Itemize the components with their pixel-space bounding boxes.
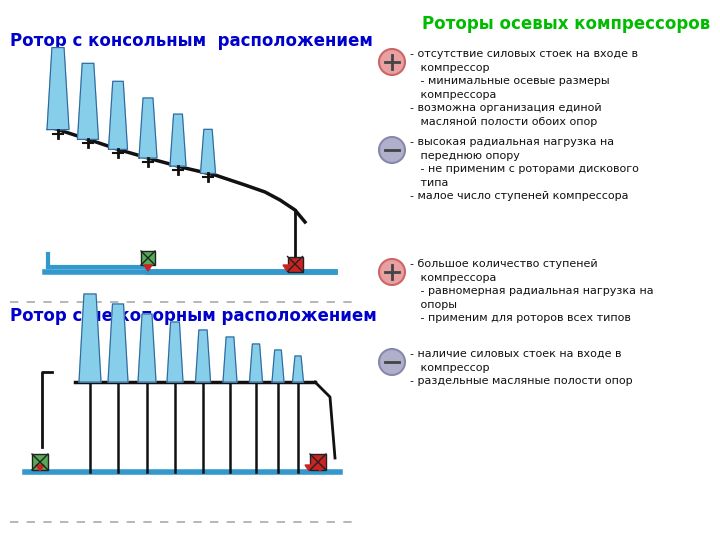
Text: - отсутствие силовых стоек на входе в
   компрессор
   - минимальные осевые разм: - отсутствие силовых стоек на входе в ко… <box>410 49 638 127</box>
Text: - высокая радиальная нагрузка на
   переднюю опору
   - не применим с роторами д: - высокая радиальная нагрузка на передню… <box>410 137 639 201</box>
Polygon shape <box>167 322 183 382</box>
Text: Ротор с консольным  расположением: Ротор с консольным расположением <box>10 32 373 50</box>
Polygon shape <box>108 304 128 382</box>
Polygon shape <box>144 265 152 271</box>
Polygon shape <box>170 114 186 166</box>
Text: Ротор с межопорным расположением: Ротор с межопорным расположением <box>10 307 377 325</box>
Circle shape <box>379 259 405 285</box>
Circle shape <box>379 49 405 75</box>
Polygon shape <box>109 82 127 150</box>
Text: - наличие силовых стоек на входе в
   компрессор
- раздельные масляные полости о: - наличие силовых стоек на входе в компр… <box>410 349 633 386</box>
Bar <box>310 454 326 470</box>
Polygon shape <box>196 330 210 382</box>
Polygon shape <box>138 314 156 382</box>
Polygon shape <box>305 465 313 471</box>
Polygon shape <box>250 344 263 382</box>
Polygon shape <box>79 294 101 382</box>
Polygon shape <box>283 265 291 271</box>
Text: Роторы осевых компрессоров: Роторы осевых компрессоров <box>422 15 710 33</box>
Polygon shape <box>36 465 44 471</box>
Circle shape <box>379 349 405 375</box>
Bar <box>32 454 48 470</box>
Polygon shape <box>293 265 301 271</box>
Polygon shape <box>292 356 304 382</box>
Circle shape <box>379 137 405 163</box>
Polygon shape <box>223 337 237 382</box>
Polygon shape <box>47 48 69 130</box>
Text: - большое количество ступеней
   компрессора
   - равномерная радиальная нагрузк: - большое количество ступеней компрессор… <box>410 259 654 323</box>
Polygon shape <box>200 130 215 173</box>
Polygon shape <box>316 465 324 471</box>
Polygon shape <box>139 98 157 158</box>
Polygon shape <box>272 350 284 382</box>
Polygon shape <box>78 63 99 139</box>
Bar <box>287 256 302 272</box>
Bar <box>141 251 155 265</box>
